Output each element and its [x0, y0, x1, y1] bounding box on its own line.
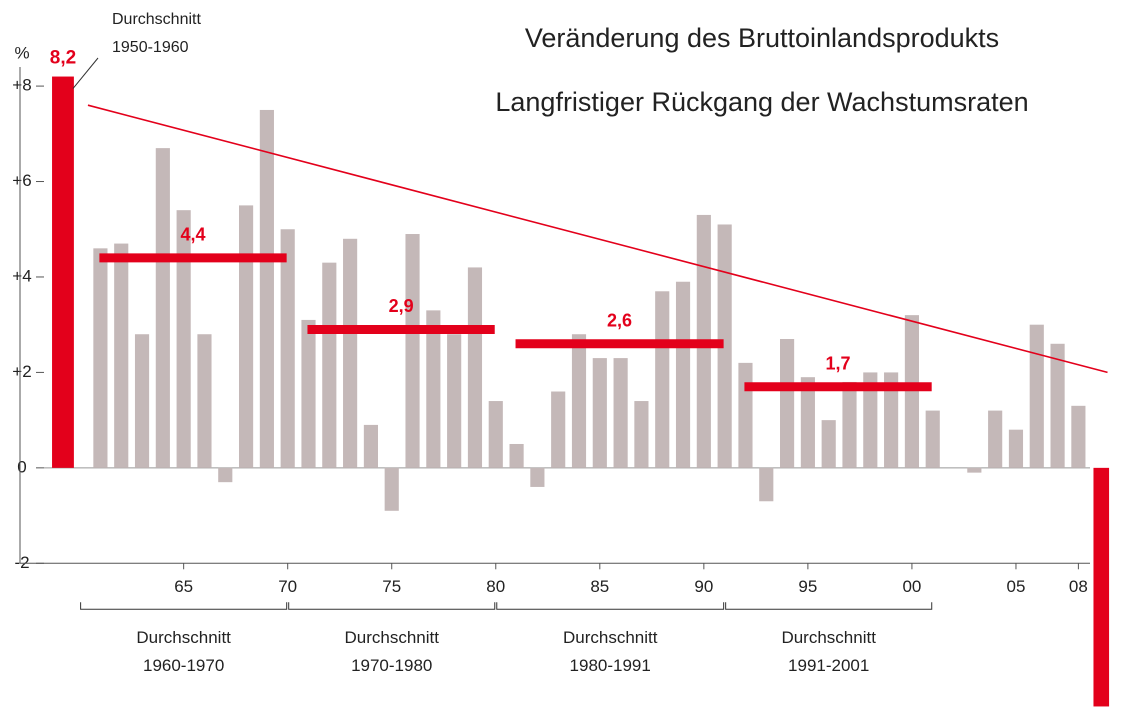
- bar: [509, 443, 524, 468]
- bar: [93, 248, 108, 468]
- y-tick-label: 0: [17, 457, 26, 476]
- bar: [1008, 429, 1024, 468]
- bracket: [80, 602, 288, 610]
- bar: [343, 238, 358, 468]
- bar: [1093, 467, 1110, 707]
- bar: [551, 391, 566, 468]
- y-tick-label: +4: [12, 266, 31, 285]
- bar: [675, 281, 691, 468]
- value-label: 2,6: [607, 311, 632, 331]
- bar: [738, 362, 753, 468]
- bracket-label: Durchschnitt: [136, 628, 231, 647]
- bar: [613, 358, 628, 468]
- bracket: [288, 602, 496, 610]
- x-tick-label: 80: [486, 577, 505, 596]
- y-tick-label: -2: [14, 553, 29, 572]
- bar: [1029, 324, 1044, 468]
- bar: [884, 372, 899, 468]
- bar: [800, 377, 815, 468]
- bar: [426, 310, 441, 468]
- bar: [780, 339, 795, 468]
- bar: [717, 224, 732, 468]
- y-tick-label: +8: [12, 76, 31, 95]
- bar: [239, 205, 254, 468]
- y-tick-label: +6: [12, 171, 31, 190]
- bar: [405, 234, 420, 468]
- bracket: [725, 602, 933, 610]
- bar: [384, 467, 399, 511]
- annotation: Durchschnitt: [112, 11, 201, 28]
- trend-line: [87, 104, 1108, 374]
- bar: [821, 420, 836, 468]
- bar: [488, 401, 503, 468]
- bar: [52, 76, 74, 468]
- x-tick-label: 00: [902, 577, 921, 596]
- x-tick-label: 95: [798, 577, 817, 596]
- bracket-label: 1960-1970: [143, 656, 224, 675]
- bar: [280, 229, 295, 468]
- bar: [925, 410, 940, 468]
- bracket-label: Durchschnitt: [344, 628, 439, 647]
- bar: [447, 334, 462, 468]
- bar: [863, 372, 878, 468]
- bar: [592, 358, 607, 468]
- bar: [842, 381, 857, 468]
- bar: [134, 334, 150, 468]
- bar: [1050, 343, 1065, 468]
- bar: [634, 401, 649, 468]
- bracket-label: 1980-1991: [570, 656, 651, 675]
- value-label: 2,9: [389, 296, 414, 316]
- x-tick-label: 65: [174, 577, 193, 596]
- bar: [363, 424, 378, 468]
- bracket-label: Durchschnitt: [563, 628, 658, 647]
- chart-subtitle: Langfristiger Rückgang der Wachstumsrate…: [495, 87, 1028, 117]
- bar: [467, 267, 483, 468]
- bar: [114, 243, 129, 468]
- bar: [988, 410, 1003, 468]
- bar: [530, 467, 545, 487]
- bracket: [496, 602, 725, 610]
- x-tick-label: 90: [694, 577, 713, 596]
- annotation: 1950-1960: [112, 39, 189, 56]
- bar: [655, 291, 670, 468]
- bar: [571, 334, 587, 468]
- bar: [259, 109, 274, 468]
- bar: [967, 467, 982, 473]
- leader-line: [72, 57, 99, 89]
- bracket-label: 1991-2001: [788, 656, 869, 675]
- bar: [301, 319, 316, 468]
- x-tick-label: 85: [590, 577, 609, 596]
- bar: [197, 334, 212, 468]
- value-label: 1,7: [826, 353, 851, 373]
- value-label: 8,2: [50, 48, 76, 69]
- x-tick-label: 75: [382, 577, 401, 596]
- bar: [176, 210, 191, 468]
- x-tick-label: 70: [278, 577, 297, 596]
- bar: [218, 467, 233, 483]
- bar: [759, 467, 774, 502]
- y-tick-label: +2: [12, 362, 31, 381]
- value-label: 4,4: [181, 225, 206, 245]
- y-axis-label: %: [14, 43, 29, 62]
- bracket-label: 1970-1980: [351, 656, 432, 675]
- bar: [155, 148, 170, 468]
- bar: [904, 315, 919, 468]
- x-tick-label: 08: [1069, 577, 1088, 596]
- bracket-label: Durchschnitt: [781, 628, 876, 647]
- bar: [1071, 405, 1086, 468]
- chart-title: Veränderung des Bruttoinlandsprodukts: [525, 23, 999, 53]
- x-tick-label: 05: [1007, 577, 1026, 596]
- bar: [322, 262, 337, 468]
